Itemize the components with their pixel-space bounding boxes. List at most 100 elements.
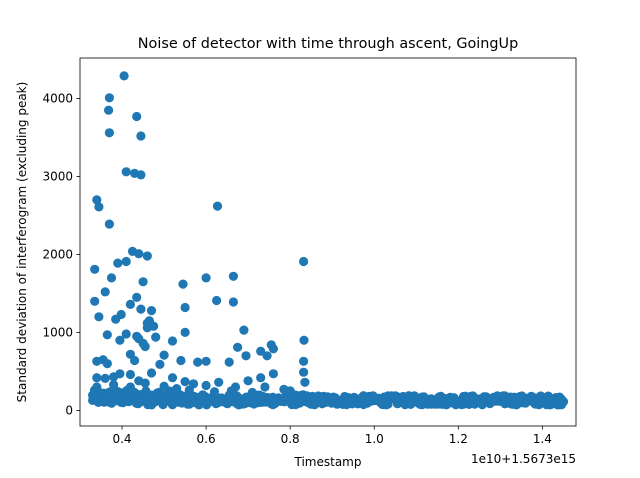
- data-point: [172, 384, 182, 394]
- data-point: [115, 335, 125, 345]
- data-point: [184, 385, 194, 395]
- y-tick-label: 4000: [42, 92, 73, 106]
- data-point: [558, 397, 569, 407]
- data-point: [167, 336, 178, 346]
- y-axis-label: Standard deviation of interferogram (exc…: [15, 82, 29, 403]
- data-point: [132, 292, 142, 302]
- data-point: [226, 386, 236, 396]
- data-point: [116, 309, 126, 320]
- data-point: [94, 202, 104, 212]
- data-point: [239, 325, 249, 335]
- data-point: [155, 359, 165, 369]
- data-point: [268, 344, 278, 354]
- data-point: [201, 356, 211, 366]
- data-point: [100, 287, 110, 297]
- data-point: [228, 297, 238, 307]
- data-point: [167, 373, 178, 383]
- data-point: [159, 350, 169, 360]
- data-point: [228, 271, 238, 281]
- data-point: [109, 380, 119, 390]
- data-point: [140, 378, 150, 388]
- data-point: [214, 377, 224, 387]
- x-tick-label: 1.2: [449, 432, 468, 446]
- scatter-markers: [88, 71, 569, 410]
- data-point: [146, 368, 157, 378]
- data-point: [243, 376, 253, 386]
- data-point: [299, 356, 309, 366]
- data-point: [241, 351, 251, 361]
- data-point: [176, 355, 186, 366]
- data-point: [201, 273, 211, 283]
- data-point: [201, 380, 211, 391]
- data-point: [115, 369, 125, 379]
- data-point: [136, 170, 146, 180]
- data-point: [125, 299, 135, 309]
- y-tick-label: 1000: [42, 326, 73, 340]
- data-point: [113, 258, 123, 268]
- data-point: [104, 219, 114, 229]
- x-tick-label: 1.4: [533, 432, 552, 446]
- data-point: [300, 377, 310, 387]
- x-tick-label: 1.0: [365, 432, 384, 446]
- x-axis-offset-label: 1e10+1.5673e15: [471, 452, 576, 466]
- data-point: [136, 131, 146, 141]
- x-tick-label: 0.4: [112, 432, 131, 446]
- data-point: [104, 93, 114, 103]
- data-point: [90, 296, 100, 306]
- data-point: [180, 377, 190, 387]
- data-point: [92, 382, 102, 392]
- plot-frame: [79, 57, 577, 427]
- data-point: [178, 279, 188, 289]
- x-axis-label: Timestamp: [294, 455, 362, 469]
- x-axis-ticks: 0.4 0.6 0.8 1.0 1.2 1.4: [112, 426, 552, 446]
- data-point: [102, 330, 112, 340]
- data-point: [94, 312, 104, 322]
- data-point: [140, 341, 150, 352]
- data-point: [149, 321, 159, 331]
- data-point: [134, 249, 144, 259]
- data-point: [260, 382, 270, 392]
- data-point: [224, 357, 234, 367]
- data-point: [151, 332, 161, 342]
- data-point: [92, 373, 102, 383]
- data-point: [121, 256, 131, 267]
- x-tick-label: 0.8: [281, 432, 300, 446]
- data-point: [106, 273, 117, 283]
- data-point: [132, 111, 142, 122]
- data-point: [104, 105, 114, 115]
- data-point: [193, 357, 203, 367]
- data-point: [90, 264, 100, 274]
- data-point: [299, 367, 309, 377]
- data-point: [233, 342, 243, 352]
- data-point: [247, 387, 257, 398]
- data-point: [180, 327, 190, 337]
- data-point: [125, 369, 135, 380]
- data-point: [130, 355, 140, 366]
- y-axis-ticks: 0 1000 2000 3000 4000: [42, 92, 80, 418]
- data-point: [136, 304, 146, 314]
- data-point: [212, 295, 222, 306]
- data-point: [262, 351, 272, 361]
- data-point: [180, 302, 190, 313]
- chart-title: Noise of detector with time through asce…: [138, 36, 518, 52]
- y-tick-label: 0: [65, 404, 73, 418]
- data-point: [102, 359, 112, 369]
- data-point: [121, 329, 131, 339]
- data-point: [285, 386, 295, 396]
- data-point: [256, 373, 266, 383]
- data-point: [142, 251, 152, 261]
- data-point: [119, 71, 129, 81]
- data-point: [256, 346, 266, 356]
- y-tick-label: 2000: [42, 248, 73, 262]
- y-tick-label: 3000: [42, 170, 73, 184]
- data-point: [209, 387, 220, 397]
- data-point: [299, 335, 309, 345]
- data-point: [121, 167, 131, 177]
- data-point: [100, 373, 110, 383]
- data-point: [125, 382, 135, 392]
- data-point: [104, 128, 114, 138]
- data-point: [138, 277, 148, 287]
- data-point: [159, 381, 169, 391]
- data-point: [268, 369, 278, 379]
